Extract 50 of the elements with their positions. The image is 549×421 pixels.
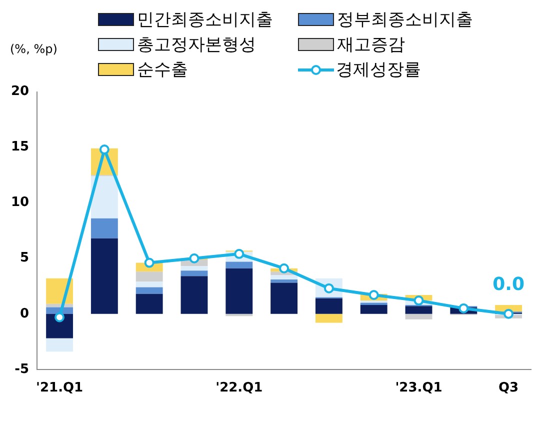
- legend-label: 경제성장률: [336, 59, 421, 81]
- bar: [136, 272, 163, 282]
- point: [234, 248, 244, 259]
- bar: [136, 294, 163, 314]
- bar: [180, 266, 208, 271]
- bar: [270, 275, 298, 280]
- point: [189, 253, 200, 264]
- bar: [46, 338, 74, 352]
- bar: [315, 314, 342, 323]
- y-tick-label: 10: [10, 195, 30, 210]
- y-tick-label: 0: [20, 306, 30, 322]
- bar: [90, 176, 118, 218]
- x-tick-label: '22.Q1: [216, 380, 263, 396]
- x-tick-label: '23.Q1: [395, 380, 442, 396]
- point: [414, 296, 424, 306]
- point: [54, 312, 65, 322]
- y-tick-label: 5: [20, 250, 30, 266]
- point: [99, 144, 110, 155]
- bar: [360, 304, 388, 314]
- bar: [405, 306, 432, 314]
- bar: [315, 298, 342, 314]
- legend-label: 정부최종소비지출: [337, 9, 473, 31]
- bar: [136, 282, 163, 288]
- bar: [90, 218, 118, 238]
- y-axis-title: (%, %p): [10, 42, 58, 56]
- point: [279, 263, 290, 274]
- y-tick-label: 15: [10, 140, 30, 155]
- annotation: 0.0: [492, 274, 524, 295]
- legend-label: 민간최종소비지출: [137, 9, 273, 31]
- x-tick-label: '21.Q1: [36, 380, 84, 396]
- bar: [180, 276, 208, 314]
- legend-label: 재고증감: [337, 34, 405, 56]
- point: [368, 290, 379, 300]
- bar: [226, 268, 253, 314]
- y-tick-label: -5: [14, 362, 30, 377]
- x-tick-label: Q3: [498, 380, 519, 396]
- bar: [180, 270, 208, 276]
- bar: [226, 262, 253, 268]
- legend-label: 총고정자본형성: [137, 34, 256, 56]
- legend-label: 순수출: [137, 59, 188, 81]
- y-tick-label: 20: [10, 84, 30, 100]
- point: [504, 308, 514, 319]
- point: [458, 303, 469, 314]
- bar: [136, 287, 163, 294]
- bar: [405, 314, 432, 320]
- bar: [270, 279, 298, 283]
- bar: [270, 282, 298, 314]
- bar: [90, 238, 118, 314]
- bar: [226, 314, 253, 316]
- point: [144, 258, 154, 268]
